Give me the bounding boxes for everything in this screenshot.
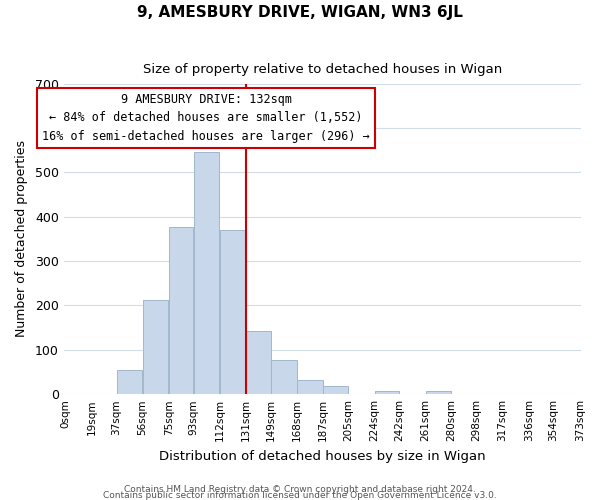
- Bar: [323, 386, 348, 394]
- Title: Size of property relative to detached houses in Wigan: Size of property relative to detached ho…: [143, 62, 502, 76]
- Bar: [297, 380, 323, 394]
- Bar: [425, 390, 451, 394]
- Bar: [116, 370, 142, 394]
- Y-axis label: Number of detached properties: Number of detached properties: [15, 140, 28, 338]
- Bar: [271, 360, 297, 394]
- Text: Contains HM Land Registry data © Crown copyright and database right 2024.: Contains HM Land Registry data © Crown c…: [124, 484, 476, 494]
- Bar: [374, 390, 399, 394]
- Bar: [194, 152, 220, 394]
- Bar: [220, 230, 245, 394]
- Bar: [169, 228, 193, 394]
- Text: 9 AMESBURY DRIVE: 132sqm
← 84% of detached houses are smaller (1,552)
16% of sem: 9 AMESBURY DRIVE: 132sqm ← 84% of detach…: [42, 93, 370, 143]
- Text: 9, AMESBURY DRIVE, WIGAN, WN3 6JL: 9, AMESBURY DRIVE, WIGAN, WN3 6JL: [137, 5, 463, 20]
- Text: Contains public sector information licensed under the Open Government Licence v3: Contains public sector information licen…: [103, 490, 497, 500]
- X-axis label: Distribution of detached houses by size in Wigan: Distribution of detached houses by size …: [159, 450, 486, 462]
- Bar: [143, 300, 169, 394]
- Bar: [246, 331, 271, 394]
